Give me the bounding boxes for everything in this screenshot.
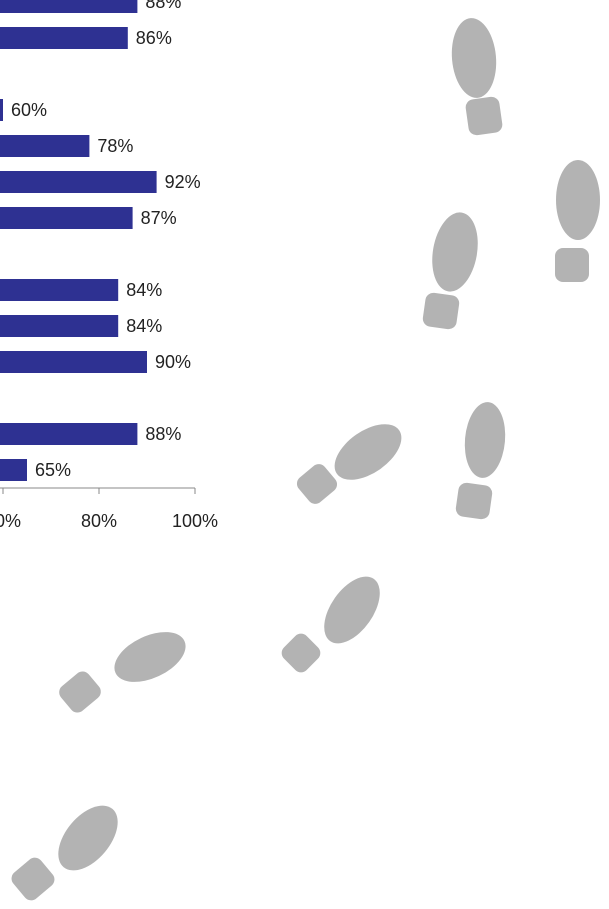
bar [0, 99, 3, 121]
footprint-sole [432, 212, 478, 292]
x-tick-label: 100% [172, 511, 218, 531]
data-label: 84% [126, 280, 162, 300]
data-label: 86% [136, 28, 172, 48]
x-tick-label: 80% [81, 511, 117, 531]
data-label: 60% [11, 100, 47, 120]
footprint-heel [422, 292, 460, 330]
bar [0, 423, 138, 445]
data-label: 88% [145, 424, 181, 444]
footprint-sole [334, 424, 402, 480]
footprint-heel [455, 482, 493, 520]
data-label: 84% [126, 316, 162, 336]
footprint-sole [58, 805, 118, 871]
bar [0, 279, 119, 301]
bar [0, 459, 27, 481]
data-label: 78% [97, 136, 133, 156]
footprint-sole [114, 632, 186, 682]
footprint-sole [556, 160, 600, 240]
data-label: 92% [165, 172, 201, 192]
bar [0, 351, 147, 373]
data-label: 65% [35, 460, 71, 480]
footprint-heel [59, 671, 101, 713]
footprint-sole [451, 18, 497, 98]
footprint-heel [555, 248, 589, 282]
footprint-sole [324, 576, 380, 644]
x-tick-label: 60% [0, 511, 21, 531]
data-label: 87% [141, 208, 177, 228]
bar [0, 135, 90, 157]
data-label: 88% [145, 0, 181, 12]
footprint-heel [281, 633, 321, 673]
bar [0, 315, 119, 337]
bar [0, 171, 157, 193]
footprint-sole [464, 402, 506, 478]
bar [0, 0, 138, 13]
bar [0, 27, 128, 49]
footprint-heel [296, 464, 338, 504]
bar [0, 207, 133, 229]
data-label: 90% [155, 352, 191, 372]
footprints [11, 18, 600, 901]
footprint-heel [11, 857, 55, 901]
footprint-heel [465, 96, 503, 136]
